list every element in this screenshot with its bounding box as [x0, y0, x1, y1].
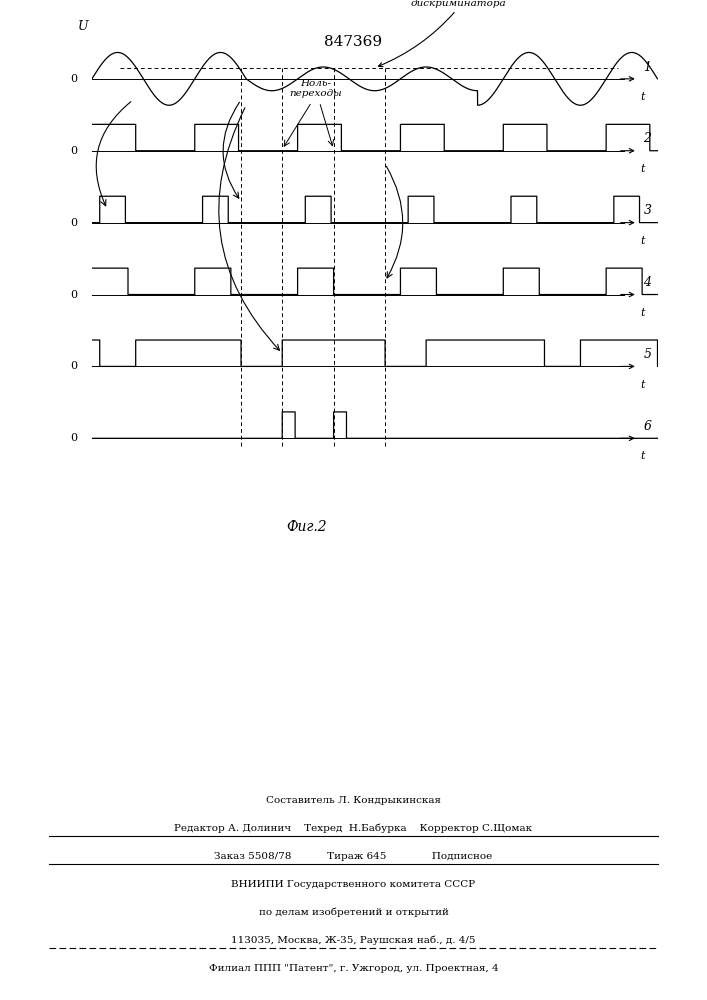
Text: Порог формирования
амплитудного
дискриминатора: Порог формирования амплитудного дискрими…: [378, 0, 529, 67]
Text: t: t: [641, 380, 645, 390]
Text: 113035, Москва, Ж-35, Раушская наб., д. 4/5: 113035, Москва, Ж-35, Раушская наб., д. …: [231, 936, 476, 945]
Text: 0: 0: [71, 146, 78, 156]
Text: Редактор А. Долинич    Техред  Н.Бабурка    Корректор С.Щомак: Редактор А. Долинич Техред Н.Бабурка Кор…: [175, 824, 532, 833]
Text: U: U: [77, 20, 88, 33]
Text: 0: 0: [71, 218, 78, 228]
Text: 0: 0: [71, 74, 78, 84]
Text: 0: 0: [71, 361, 78, 371]
Text: Филиал ППП "Патент", г. Ужгород, ул. Проектная, 4: Филиал ППП "Патент", г. Ужгород, ул. Про…: [209, 964, 498, 973]
Text: 847369: 847369: [325, 35, 382, 49]
Text: Заказ 5508/78           Тираж 645              Подписное: Заказ 5508/78 Тираж 645 Подписное: [214, 852, 493, 861]
Text: t: t: [641, 164, 645, 174]
Text: 0: 0: [71, 290, 78, 300]
Text: 3: 3: [643, 204, 651, 217]
Text: 6: 6: [643, 420, 651, 433]
Text: t: t: [641, 92, 645, 102]
Text: 4: 4: [643, 276, 651, 289]
Text: 0: 0: [71, 433, 78, 443]
Text: Составитель Л. Кондрыкинская: Составитель Л. Кондрыкинская: [266, 796, 441, 805]
Text: Фиг.2: Фиг.2: [286, 520, 327, 534]
Text: 1: 1: [643, 61, 651, 74]
Text: t: t: [641, 308, 645, 318]
Text: Ноль-
переходы: Ноль- переходы: [289, 79, 342, 98]
Text: 5: 5: [643, 348, 651, 361]
Text: ВНИИПИ Государственного комитета СССР: ВНИИПИ Государственного комитета СССР: [231, 880, 476, 889]
Text: t: t: [641, 451, 645, 461]
Text: по делам изобретений и открытий: по делам изобретений и открытий: [259, 908, 448, 917]
Text: 2: 2: [643, 132, 651, 145]
Text: t: t: [641, 236, 645, 246]
